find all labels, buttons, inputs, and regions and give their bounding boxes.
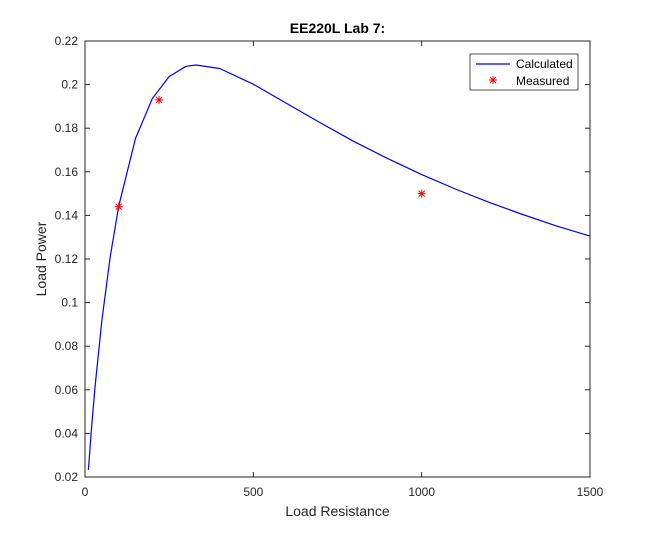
y-tick-label: 0.04 bbox=[55, 426, 79, 440]
measured-point bbox=[114, 202, 123, 211]
y-tick-label: 0.02 bbox=[55, 470, 79, 484]
x-tick-label: 500 bbox=[243, 485, 263, 499]
y-tick-label: 0.16 bbox=[55, 165, 79, 179]
y-tick-label: 0.12 bbox=[55, 252, 79, 266]
y-tick-label: 0.1 bbox=[61, 296, 78, 310]
x-tick-label: 1000 bbox=[408, 485, 435, 499]
y-tick-label: 0.08 bbox=[55, 339, 79, 353]
y-tick-label: 0.14 bbox=[55, 208, 79, 222]
series-layer bbox=[87, 64, 591, 470]
legend-box bbox=[469, 53, 579, 91]
x-tick-label: 0 bbox=[82, 485, 89, 499]
x-tick-label: 1500 bbox=[577, 485, 604, 499]
y-tick-label: 0.2 bbox=[61, 78, 78, 92]
legend-label-measured: Measured bbox=[516, 74, 569, 88]
y-axis-label: Load Power bbox=[33, 221, 49, 296]
legend-label-calculated: Calculated bbox=[516, 57, 573, 71]
y-tick-label: 0.22 bbox=[55, 34, 79, 48]
measured-point bbox=[417, 189, 426, 198]
x-axis-label: Load Resistance bbox=[285, 503, 390, 519]
chart-title: EE220L Lab 7: bbox=[290, 20, 385, 36]
series-line-calculated bbox=[87, 64, 591, 470]
y-tick-label: 0.18 bbox=[55, 121, 79, 135]
plot-background bbox=[85, 41, 590, 477]
y-tick-label: 0.06 bbox=[55, 383, 79, 397]
measured-point bbox=[155, 95, 164, 104]
legend: Calculated Measured bbox=[469, 53, 579, 91]
legend-marker-measured bbox=[489, 76, 497, 84]
ticks-layer: 0 500 1000 1500 0.02 0.04 0.06 0.08 0.1 0.12 0.14 0… bbox=[55, 34, 604, 499]
